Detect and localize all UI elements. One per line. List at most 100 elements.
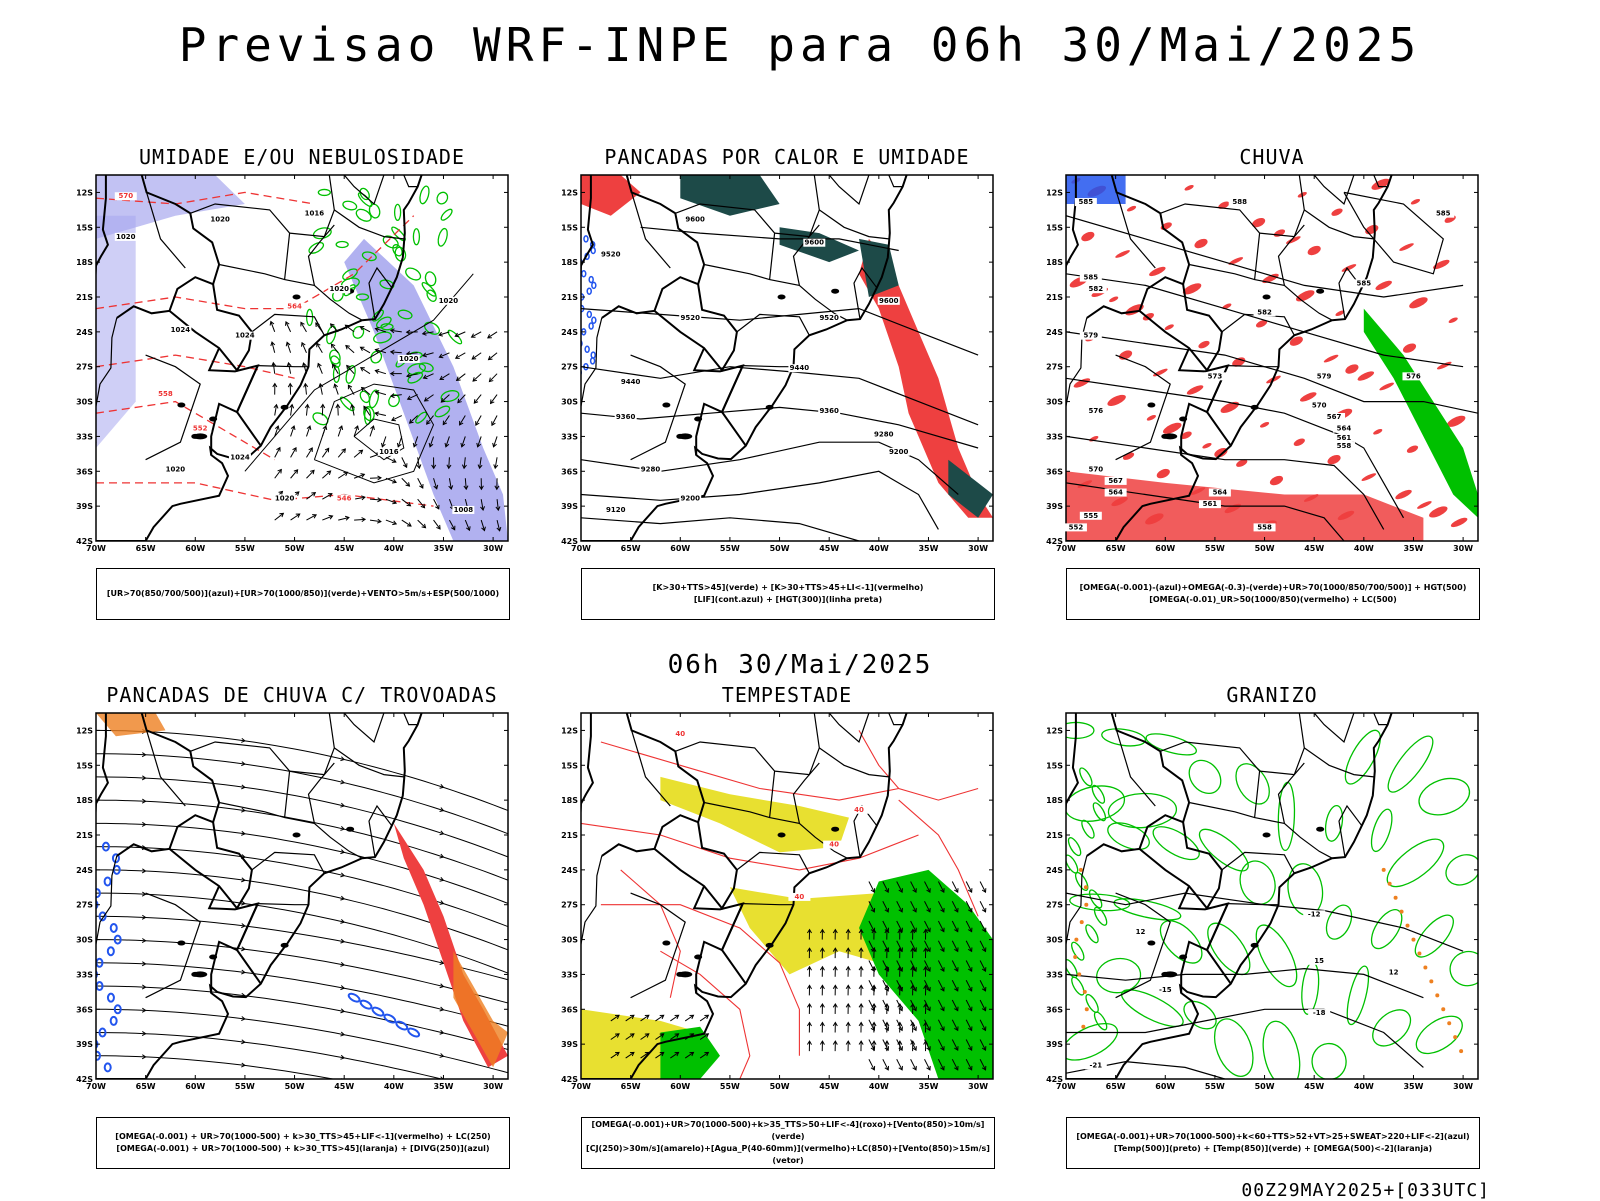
contour-label: 9520 [819, 314, 839, 322]
lagoon-mark [281, 405, 289, 410]
contour-label: 585 [1357, 279, 1372, 287]
lat-tick-label: 18S [561, 796, 578, 805]
legend-line: [LIF](cont.azul) + [HGT(300)](linha pret… [582, 594, 994, 606]
lat-tick-label: 21S [76, 831, 93, 840]
omega-orange-dot [1085, 1007, 1089, 1011]
contour-label: 558 [1257, 523, 1272, 531]
lat-tick-label: 12S [561, 726, 578, 735]
contour-label: -15 [1159, 986, 1172, 994]
contour-label: 555 [1084, 512, 1099, 520]
lon-tick-label: 50W [1255, 1082, 1275, 1091]
contour-label: 570 [118, 192, 133, 200]
lon-tick-label: 60W [1155, 544, 1175, 553]
lat-tick-label: 15S [76, 761, 93, 770]
lake-mark [678, 971, 692, 977]
lon-tick-label: 50W [1255, 544, 1275, 553]
lon-tick-label: 40W [384, 544, 404, 553]
lagoon-mark [281, 943, 289, 948]
lat-tick-label: 21S [76, 293, 93, 302]
contour-label: 9520 [680, 314, 700, 322]
omega-orange-dot [1400, 910, 1404, 914]
contour-label: 552 [193, 425, 208, 433]
lat-tick-label: 18S [76, 796, 93, 805]
lon-tick-label: 65W [621, 544, 641, 553]
contour-label: 1016 [305, 210, 325, 218]
lat-tick-label: 33S [561, 432, 578, 441]
lon-tick-label: 60W [1155, 1082, 1175, 1091]
lon-tick-label: 40W [1354, 1082, 1374, 1091]
lon-tick-label: 30W [968, 1082, 988, 1091]
lon-tick-label: 50W [770, 544, 790, 553]
lake-mark [193, 433, 207, 439]
lat-tick-label: 39S [561, 502, 578, 511]
lon-tick-label: 40W [384, 1082, 404, 1091]
omega-orange-dot [1394, 896, 1398, 900]
contour-label: 564 [287, 303, 302, 311]
contour-label: 1020 [210, 215, 230, 223]
omega-orange-dot [1406, 924, 1410, 928]
lat-tick-label: 33S [561, 970, 578, 979]
lon-tick-label: 60W [670, 544, 690, 553]
lat-tick-label: 30S [1046, 936, 1063, 945]
contour-label: 567 [1327, 413, 1342, 421]
lon-tick-label: 30W [968, 544, 988, 553]
lon-tick-label: 30W [483, 1082, 503, 1091]
lat-tick-label: 27S [1046, 901, 1063, 910]
lagoon-mark [1316, 289, 1324, 294]
run-timestamp: 00Z29MAY2025+[033UTC] [1241, 1180, 1490, 1201]
lagoon-mark [778, 295, 786, 300]
contour-label: 576 [1406, 372, 1421, 380]
panel-title-tempestade: TEMPESTADE [581, 683, 993, 707]
lon-tick-label: 50W [285, 1082, 305, 1091]
legend-line: [OMEGA(-0.001) + UR>70(1000-500) + k>30_… [97, 1143, 509, 1155]
contour-label: 552 [1069, 523, 1084, 531]
omega-orange-dot [1382, 868, 1386, 872]
lat-tick-label: 39S [76, 502, 93, 511]
omega-orange-dot [1388, 882, 1392, 886]
main-title: Previsao WRF-INPE para 06h 30/Mai/2025 [0, 18, 1600, 72]
lagoon-mark [1251, 405, 1259, 410]
lon-tick-label: 70W [86, 544, 106, 553]
sub-title: 06h 30/Mai/2025 [0, 650, 1600, 680]
contour-label: 9280 [874, 430, 894, 438]
omega-orange-dot [1453, 1035, 1457, 1039]
lon-tick-label: 55W [1205, 544, 1225, 553]
lat-tick-label: 33S [76, 432, 93, 441]
contour-label: 588 [1232, 198, 1247, 206]
omega-orange-dot [1077, 972, 1081, 976]
contour-label: 9520 [601, 250, 621, 258]
contour-label: 9440 [621, 378, 641, 386]
panel-title-chuva: CHUVA [1066, 145, 1478, 169]
lon-tick-label: 35W [433, 1082, 453, 1091]
contour-label: 1020 [275, 494, 295, 502]
contour-label: -18 [1313, 1009, 1326, 1017]
lat-tick-label: 39S [561, 1040, 578, 1049]
omega-orange-dot [1411, 938, 1415, 942]
contour-label: 564 [1337, 425, 1352, 433]
lagoon-mark [831, 289, 839, 294]
vector-shaft [322, 405, 323, 416]
lon-tick-label: 65W [136, 544, 156, 553]
lon-tick-label: 45W [819, 1082, 839, 1091]
lon-tick-label: 60W [670, 1082, 690, 1091]
contour-label: 1020 [399, 355, 419, 363]
contour-label: 573 [1208, 372, 1223, 380]
contour-label: 12 [1389, 968, 1399, 976]
contour-label: 1020 [329, 285, 349, 293]
contour-label: 40 [854, 806, 864, 814]
lat-tick-label: 15S [561, 223, 578, 232]
lat-tick-label: 12S [1046, 726, 1063, 735]
lon-tick-label: 30W [1453, 1082, 1473, 1091]
lagoon-mark [1147, 403, 1155, 408]
contour-label: 564 [1213, 489, 1228, 497]
legend-line: [K>30+TTS>45](verde) + [K>30+TTS>45+LI<-… [582, 582, 994, 594]
lake-mark [678, 433, 692, 439]
legend-line: [OMEGA(-0.001)-(azul)+OMEGA(-0.3)-(verde… [1067, 582, 1479, 594]
lat-tick-label: 12S [76, 188, 93, 197]
omega-orange-dot [1447, 1021, 1451, 1025]
lagoon-mark [694, 417, 702, 422]
contour-label: -21 [1089, 1061, 1102, 1069]
contour-label: 1024 [171, 326, 191, 334]
omega-orange-dot [1081, 1025, 1085, 1029]
